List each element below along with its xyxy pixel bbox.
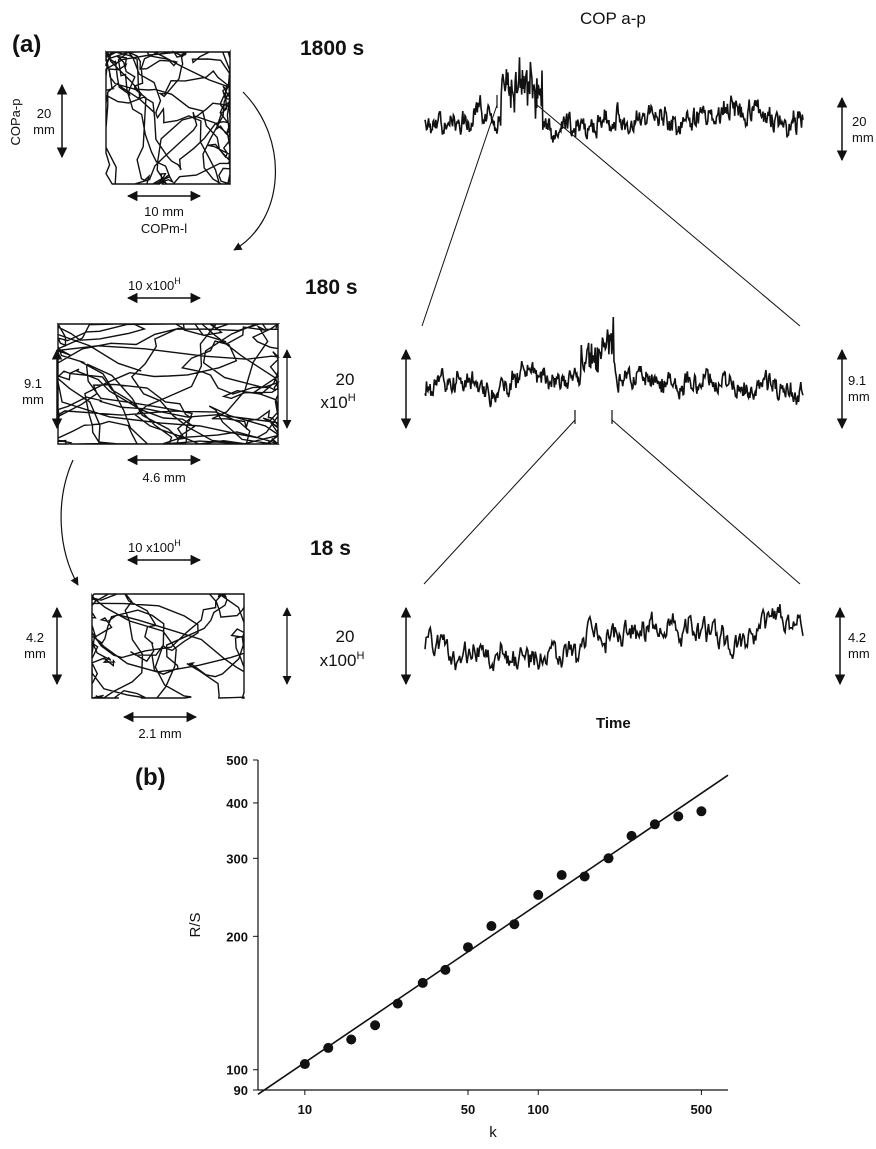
data-point — [579, 871, 590, 882]
zoom-line-2-right — [611, 419, 801, 585]
data-point — [323, 1042, 334, 1053]
x-axis-label: k — [489, 1124, 497, 1141]
data-point — [440, 964, 451, 975]
stab3-top-label: 10 x100H — [128, 538, 181, 555]
x-tick-label: 100 — [527, 1102, 549, 1117]
data-point — [533, 889, 544, 900]
data-point — [392, 998, 403, 1009]
fit-line-group — [257, 774, 729, 1095]
data-point — [673, 811, 684, 822]
zoom-line-1-left — [421, 104, 498, 327]
stabilogram-1800s — [105, 49, 231, 185]
stab3-vertical-value: 4.2 — [26, 630, 44, 645]
stab3-vertical-unit: mm — [24, 646, 46, 661]
fit-line — [257, 774, 729, 1095]
data-point — [486, 921, 497, 932]
cop-trace-180s — [424, 316, 804, 408]
panel-b-label: (b) — [135, 764, 166, 791]
y-tick-label: 100 — [226, 1063, 248, 1078]
zoom-line-2-left — [423, 419, 576, 585]
trace-scale-unit-3: mm — [848, 646, 870, 661]
trace-scale-value-3: 4.2 — [848, 630, 866, 645]
data-point — [626, 830, 637, 841]
y-tick-label: 400 — [226, 796, 248, 811]
copap-axis-name: COPa-p — [8, 99, 23, 146]
panel-a-label: (a) — [12, 31, 41, 58]
stabilogram-180s — [56, 323, 281, 445]
stab2-horizontal-label: 4.6 mm — [142, 470, 185, 485]
row-18s: 18 s 10 x100H 4.2 mm 2.1 mm 20 x100H 4.2… — [24, 537, 870, 741]
stab2-vertical-value: 9.1 — [24, 376, 42, 391]
y-tick-label: 300 — [226, 851, 248, 866]
y-tick-label: 500 — [226, 753, 248, 768]
data-point — [346, 1034, 357, 1045]
copml-axis-name: COPm-l — [141, 221, 187, 236]
data-points — [299, 806, 707, 1070]
stabilogram-18s — [91, 593, 245, 699]
cop-ap-title: COP a-p — [580, 9, 646, 28]
time-label: Time — [596, 715, 631, 732]
middle-scale-value-2: 20 — [336, 370, 355, 389]
cop-trace-18s — [424, 604, 804, 672]
middle-scale-unit-2: x10H — [320, 392, 355, 412]
zoom-line-1-right — [536, 104, 801, 327]
row-180s: 180 s 10 x100H 9.1 mm 4.6 mm 20 x10H 9.1… — [22, 276, 870, 586]
curved-arrow-2 — [60, 459, 79, 586]
data-point — [417, 977, 428, 988]
y-tick-label: 90 — [234, 1083, 248, 1098]
middle-scale-value-3: 20 — [336, 627, 355, 646]
data-point — [696, 806, 707, 817]
data-point — [649, 819, 660, 830]
trace-scale-value-2: 9.1 — [848, 373, 866, 388]
y-axis-label: R/S — [187, 912, 204, 937]
x-tick-label: 500 — [691, 1102, 713, 1117]
trace-scale-unit-1: mm — [852, 130, 874, 145]
data-point — [509, 919, 520, 930]
stabilogram-vertical-value: 20 — [37, 106, 51, 121]
middle-scale-unit-3: x100H — [320, 650, 365, 670]
y-tick-label: 200 — [226, 929, 248, 944]
rs-scatter-plot: 10 50 100 500 90 100 200 300 400 500 k R/S — [187, 753, 729, 1141]
trace-scale-unit-2: mm — [848, 389, 870, 404]
stab2-top-label: 10 x100H — [128, 276, 181, 293]
stabilogram-horizontal-label: 10 mm — [144, 204, 184, 219]
x-tick-label: 50 — [461, 1102, 475, 1117]
duration-label-180: 180 s — [305, 276, 358, 299]
duration-label-18: 18 s — [310, 537, 351, 560]
data-point — [370, 1020, 381, 1031]
data-point — [462, 942, 473, 953]
stab2-vertical-unit: mm — [22, 392, 44, 407]
trace-scale-value-1: 20 — [852, 114, 866, 129]
data-point — [603, 853, 614, 864]
cop-trace-1800s — [424, 57, 804, 143]
plot-ticks: 10 50 100 500 90 100 200 300 400 500 — [226, 753, 712, 1117]
data-point — [299, 1059, 310, 1070]
x-tick-label: 10 — [298, 1102, 312, 1117]
stab3-horizontal-label: 2.1 mm — [138, 726, 181, 741]
stabilogram-vertical-unit: mm — [33, 122, 55, 137]
curved-arrow-1 — [233, 91, 277, 251]
duration-label-1800: 1800 s — [300, 37, 364, 60]
row-1800s: 1800 s COPa-p 20 mm 10 mm COPm-l 20 mm — [8, 37, 874, 327]
plot-axes — [257, 760, 728, 1091]
data-point — [556, 870, 567, 881]
